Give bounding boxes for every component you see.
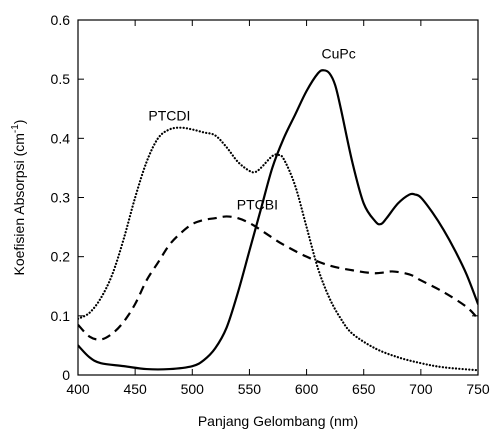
x-tick-label-450: 450: [123, 381, 147, 397]
x-tick-label-750: 750: [466, 381, 490, 397]
x-tick-label-550: 550: [238, 381, 262, 397]
y-tick-label-1: 0.1: [51, 308, 71, 324]
x-tick-label-700: 700: [409, 381, 433, 397]
series-line-ptcbi: [78, 215, 478, 341]
y-axis-label-end: ): [11, 120, 27, 125]
series-line-ptcdi: [78, 126, 478, 372]
x-tick-label-400: 400: [66, 381, 90, 397]
x-tick-label-500: 500: [181, 381, 205, 397]
series-group: [78, 69, 478, 372]
y-axis-label: Koefisien Absorpsi (cm-1): [10, 120, 27, 276]
y-tick-label-5: 0.5: [51, 71, 71, 87]
y-axis-label-superscript: -1: [10, 124, 21, 133]
y-tick-label-0: 0: [62, 367, 70, 383]
series-line-cupc: [78, 69, 478, 371]
series-label-ptcdi: PTCDI: [148, 108, 190, 124]
y-tick-label-4: 0.4: [51, 130, 71, 146]
axis-tick-labels: 400 450 500 550 600 650 700 750 0 0.1 0.2 0.3 0.4 0.5…: [51, 12, 490, 397]
series-label-cupc: CuPc: [321, 45, 355, 61]
y-tick-label-6: 0.6: [51, 12, 71, 28]
series-label-ptcbi: PTCBI: [237, 196, 278, 212]
series-labels: CuPc PTCDI PTCBI: [148, 45, 355, 212]
x-tick-label-600: 600: [295, 381, 319, 397]
x-tick-label-650: 650: [352, 381, 376, 397]
x-axis-label: Panjang Gelombang (nm): [198, 413, 358, 429]
y-tick-label-2: 0.2: [51, 249, 71, 265]
y-axis-label-main: Koefisien Absorpsi (cm: [11, 133, 27, 275]
axis-ticks: [77, 19, 479, 376]
y-tick-label-3: 0.3: [51, 190, 71, 206]
